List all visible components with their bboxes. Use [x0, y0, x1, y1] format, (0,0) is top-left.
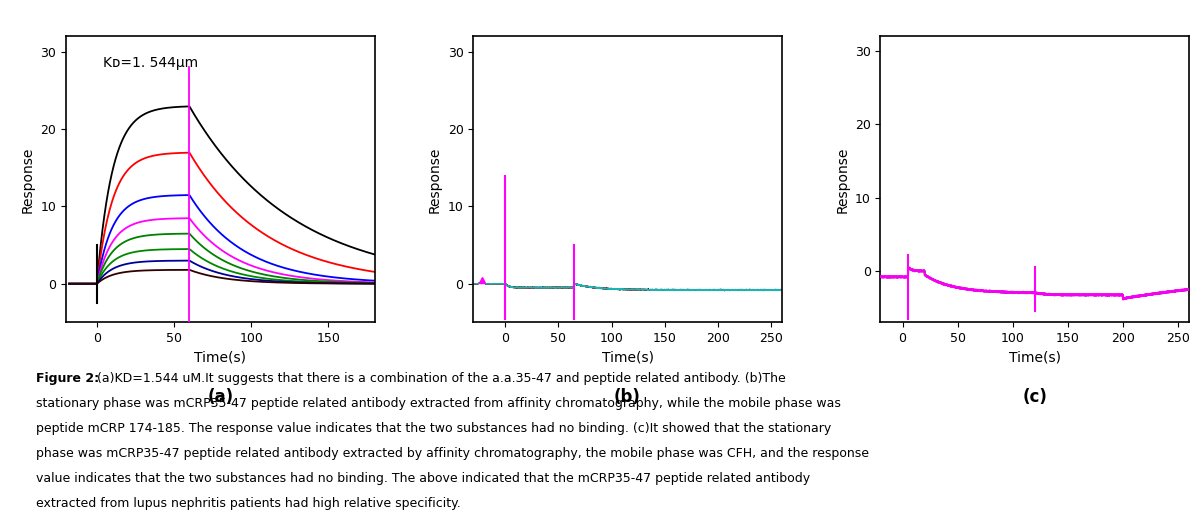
X-axis label: Time(s): Time(s) [1009, 350, 1060, 365]
Text: peptide mCRP 174-185. The response value indicates that the two substances had n: peptide mCRP 174-185. The response value… [36, 422, 831, 435]
Text: Kᴅ=1. 544μm: Kᴅ=1. 544μm [103, 56, 198, 70]
Text: value indicates that the two substances had no binding. The above indicated that: value indicates that the two substances … [36, 472, 811, 485]
Text: Figure 2:: Figure 2: [36, 372, 100, 385]
Text: stationary phase was mCRP35-47 peptide related antibody extracted from affinity : stationary phase was mCRP35-47 peptide r… [36, 397, 841, 410]
X-axis label: Time(s): Time(s) [195, 350, 246, 365]
Text: (c): (c) [1022, 388, 1047, 407]
Y-axis label: Response: Response [20, 146, 35, 213]
Text: extracted from lupus nephritis patients had high relative specificity.: extracted from lupus nephritis patients … [36, 497, 461, 510]
Text: (a)KD=1.544 uM.It suggests that there is a combination of the a.a.35-47 and pept: (a)KD=1.544 uM.It suggests that there is… [94, 372, 785, 385]
Y-axis label: Response: Response [836, 146, 849, 213]
Y-axis label: Response: Response [428, 146, 442, 213]
Text: (b): (b) [614, 388, 641, 407]
Text: (a): (a) [208, 388, 233, 407]
Text: phase was mCRP35-47 peptide related antibody extracted by affinity chromatograph: phase was mCRP35-47 peptide related anti… [36, 447, 870, 460]
X-axis label: Time(s): Time(s) [602, 350, 653, 365]
